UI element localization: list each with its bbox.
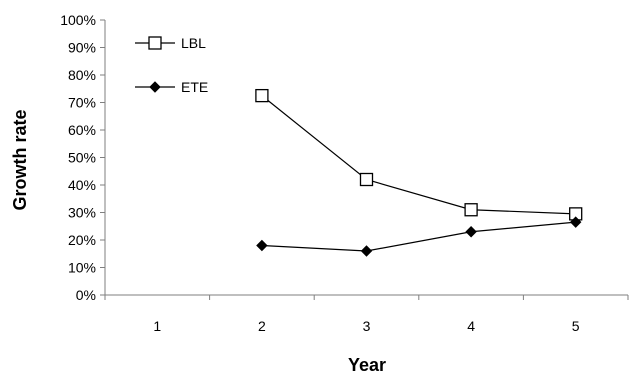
- x-tick-label: 2: [258, 318, 266, 334]
- series-lbl: [255, 88, 583, 221]
- legend: LBL ETE: [135, 35, 208, 95]
- legend-label: LBL: [181, 35, 206, 51]
- y-tick-label: 50%: [68, 150, 96, 166]
- y-tick-label: 20%: [68, 232, 96, 248]
- data-point: [464, 203, 478, 217]
- series-line: [261, 221, 576, 252]
- legend-label: ETE: [181, 79, 208, 95]
- y-tick-label: 30%: [68, 205, 96, 221]
- x-tick-label: 4: [467, 318, 475, 334]
- y-tick-label: 90%: [68, 40, 96, 56]
- y-tick-label: 10%: [68, 260, 96, 276]
- y-axis-title: Growth rate: [10, 109, 30, 210]
- y-axis-ticks: 0% 10% 20% 30% 40% 50% 60% 70% 80% 90% 100%: [60, 12, 105, 303]
- legend-item: ETE: [135, 79, 208, 95]
- data-point: [256, 239, 268, 252]
- y-tick-label: 80%: [68, 67, 96, 83]
- y-tick-label: 60%: [68, 122, 96, 138]
- y-tick-label: 70%: [68, 95, 96, 111]
- x-tick-label: 3: [363, 318, 371, 334]
- y-tick-label: 100%: [60, 12, 96, 28]
- x-tick-label: 1: [153, 318, 161, 334]
- y-tick-label: 40%: [68, 177, 96, 193]
- data-point: [359, 172, 374, 187]
- x-tick-label: 5: [572, 318, 580, 334]
- legend-marker: [148, 36, 162, 50]
- data-point: [360, 245, 373, 257]
- x-axis-ticks: 1 2 3 4 5: [104, 295, 629, 334]
- legend-marker: [149, 81, 161, 93]
- series-ete: [256, 216, 582, 257]
- data-point: [255, 88, 269, 103]
- series-group: [255, 88, 583, 257]
- legend-item: LBL: [135, 35, 206, 51]
- x-axis-title: Year: [348, 355, 386, 375]
- data-point: [465, 226, 477, 238]
- data-point: [569, 216, 582, 228]
- series-line: [261, 95, 576, 215]
- y-tick-label: 0%: [76, 287, 96, 303]
